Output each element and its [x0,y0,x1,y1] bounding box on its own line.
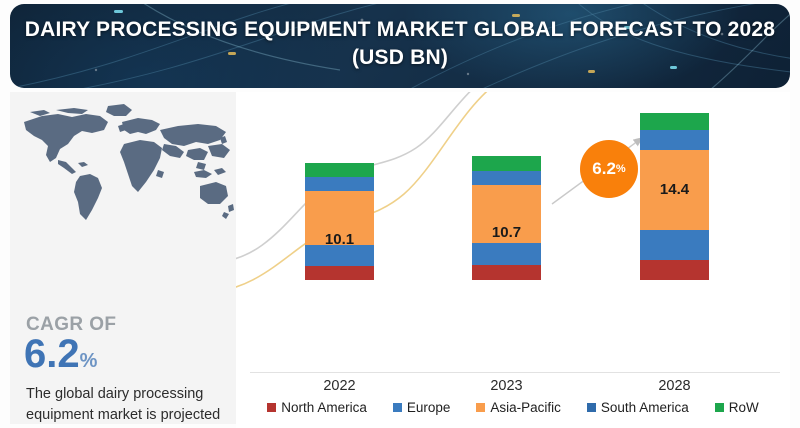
bar-segment-south-america[interactable] [472,170,541,185]
legend-label: Europe [406,400,451,415]
bar-segment-row[interactable] [305,162,374,177]
bar-segment-europe[interactable] [305,245,374,267]
bar-2022[interactable] [305,162,374,280]
bar-segment-row[interactable] [472,155,541,171]
cagr-bubble: 6.2% [580,140,638,198]
legend-item-south-america[interactable]: South America [586,400,689,415]
legend-label: RoW [728,400,759,415]
bar-2028[interactable] [640,112,709,280]
legend-label: North America [281,400,367,415]
x-axis-label-2022: 2022 [323,378,356,394]
cagr-caption: CAGR OF [26,314,117,335]
bar-total-label-2023: 10.7 [491,223,522,241]
legend-swatch-icon [392,403,402,412]
cagr-percent-sign: % [79,350,98,372]
bar-total-label-2022: 10.1 [324,230,355,248]
legend-swatch-icon [267,403,277,412]
bar-segment-north-america[interactable] [472,264,541,280]
bar-2023[interactable] [472,155,541,280]
bar-segment-north-america[interactable] [305,266,374,280]
bar-segment-north-america[interactable] [640,260,709,280]
world-map-svg [24,104,234,220]
x-axis-label-2028: 2028 [658,378,691,394]
legend-swatch-icon [586,403,596,412]
page-title: DAIRY PROCESSING EQUIPMENT MARKET GLOBAL… [10,16,790,72]
legend-item-north-america[interactable]: North America [267,400,367,415]
bar-segment-europe[interactable] [472,242,541,265]
banner-decoration-svg [10,4,790,88]
bar-segment-south-america[interactable] [305,176,374,191]
cagr-bubble-value: 6.2 [592,159,616,178]
legend-label: South America [600,400,689,415]
stacked-bar-chart: 10.1 2022 10.7 2023 14.4 2028 6.2% [236,92,790,428]
legend-item-europe[interactable]: Europe [392,400,451,415]
cagr-number: 6.2 [24,332,80,376]
legend-swatch-icon [714,403,724,412]
header-banner: DAIRY PROCESSING EQUIPMENT MARKET GLOBAL… [10,4,790,88]
bar-segment-asia-pacific[interactable] [472,184,541,243]
bar-segment-europe[interactable] [640,230,709,261]
cagr-value: 6.2% [24,332,97,383]
bar-segment-south-america[interactable] [640,130,709,151]
legend-swatch-icon [476,403,486,412]
legend-item-row[interactable]: RoW [714,400,759,415]
summary-description: The global dairy processing equipment ma… [26,386,221,423]
bar-segment-asia-pacific[interactable] [640,150,709,231]
legend-item-asia-pacific[interactable]: Asia-Pacific [476,400,561,415]
bar-segment-row[interactable] [640,112,709,131]
cagr-bubble-percent: % [615,163,626,175]
bar-total-label-2028: 14.4 [659,180,690,198]
chart-baseline [250,372,780,373]
bar-segment-asia-pacific[interactable] [305,190,374,246]
x-axis-label-2023: 2023 [490,378,523,394]
legend-label: Asia-Pacific [490,400,561,415]
page-title-line-2: (USD BN) [351,46,449,69]
page-title-line-1: DAIRY PROCESSING EQUIPMENT MARKET GLOBAL… [24,18,776,41]
chart-legend: North America Europe Asia-Pacific South Ame… [236,400,790,415]
summary-panel: CAGR OF 6.2% The global dairy processing… [10,92,236,424]
world-map-icon [12,100,236,228]
